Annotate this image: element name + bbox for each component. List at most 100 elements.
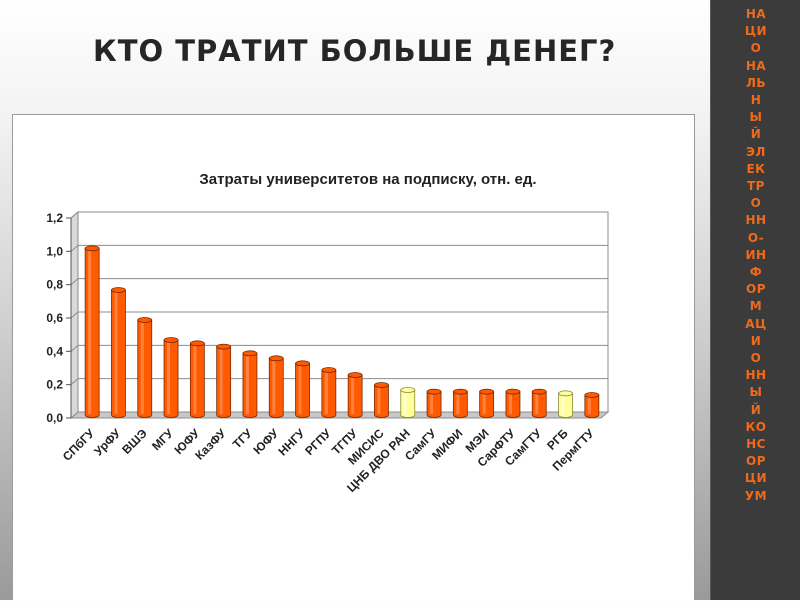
bar-body [531, 391, 547, 418]
bar-body [400, 389, 416, 418]
gridline-side [70, 311, 79, 319]
bar [584, 392, 600, 418]
gridline-side [70, 211, 79, 219]
bar-body [84, 247, 100, 418]
bar-top [505, 388, 521, 395]
side-banner-line: ОР [746, 454, 766, 469]
chart-panel: Затраты университетов на подписку, отн. … [12, 114, 695, 600]
bar [216, 343, 232, 418]
bar-shine [245, 355, 249, 414]
side-banner-line: О- [747, 230, 765, 245]
x-tick-label: УрФУ [91, 426, 124, 459]
bar-top [163, 337, 179, 343]
side-banner-line: УМ [744, 488, 768, 503]
bar-body [216, 346, 232, 418]
bar-top [426, 388, 442, 395]
bar-shine [351, 377, 355, 414]
bar-shine [272, 360, 276, 414]
bar [321, 367, 337, 418]
side-banner-line: ЦИ [744, 24, 768, 39]
side-banner-line: ЭЛ [746, 144, 766, 159]
slide-title: КТО ТРАТИТ БОЛЬШЕ ДЕНЕГ? [93, 34, 617, 68]
bar-shine [140, 322, 144, 414]
bar-shine [167, 342, 171, 414]
bar [189, 340, 205, 418]
bar-body [321, 369, 337, 418]
bar-body [111, 289, 126, 418]
bar [452, 388, 468, 418]
bar-shine [88, 250, 92, 414]
bar-top [558, 390, 573, 397]
bar-body [189, 342, 205, 418]
bar [505, 388, 521, 418]
x-tick-label: РГПУ [302, 426, 334, 458]
side-banner-line: ЕК [746, 161, 766, 176]
bar-top [295, 360, 310, 367]
bar-body [558, 392, 573, 418]
y-tick-label: 0,6 [46, 311, 63, 325]
bar-top [347, 372, 363, 378]
bar-shine [219, 348, 223, 414]
side-banner-line: НС [746, 437, 766, 452]
side-banner-line: ЛЬ [745, 75, 767, 90]
y-tick-label: 0,4 [46, 344, 63, 358]
chart-title: Затраты университетов на подписку, отн. … [199, 171, 536, 188]
bar-shine [403, 392, 407, 414]
side-banner-line: М [749, 299, 763, 314]
gridline-side [70, 378, 79, 386]
side-banner-line: ЦИ [744, 471, 768, 486]
bar-top [531, 388, 547, 395]
side-banner-line: О [750, 196, 762, 211]
bar-body [505, 391, 521, 418]
x-tick-label: ННГУ [275, 426, 308, 459]
bar-shine [377, 387, 381, 414]
side-banner-line: НН [745, 368, 767, 383]
bar-body [426, 391, 442, 418]
x-tick-label: ЮФУ [251, 426, 282, 457]
bar-shine [193, 345, 197, 414]
bar-body [295, 362, 310, 418]
bar [295, 360, 310, 418]
bar-shine [561, 395, 565, 414]
side-banner-line: Ы [749, 110, 763, 125]
side-banner: НА ЦИ О НА ЛЬ Н Ы Й ЭЛ ЕК ТР О НН О- ИН Ф ОР М АЦ И О НН Ы Й КО Н… [710, 0, 800, 600]
bar-shine [298, 365, 302, 414]
bar-chart: Затраты университетов на подписку, отн. … [46, 171, 610, 495]
bar-top [584, 392, 600, 398]
bar [558, 390, 573, 418]
side-banner-line: Й [750, 127, 762, 142]
bar-shine [587, 397, 591, 414]
side-banner-line: Н [750, 93, 762, 108]
side-banner-line: Ф [749, 265, 763, 280]
side-banner-text: НА ЦИ О НА ЛЬ Н Ы Й ЭЛ ЕК ТР О НН О- ИН Ф ОР М АЦ И О НН Ы Й КО Н… [711, 6, 800, 505]
bar [479, 388, 495, 418]
bar-shine [535, 393, 539, 414]
side-banner-line: АЦ [745, 316, 767, 331]
side-banner-line: И [750, 333, 762, 348]
bar [400, 387, 416, 418]
bar-top [400, 387, 416, 393]
bar-shine [114, 292, 118, 414]
bar-shine [324, 372, 328, 414]
side-banner-line: Й [750, 402, 762, 417]
bar-body [347, 374, 363, 418]
bar-top [268, 355, 284, 362]
bar-shine [456, 393, 460, 414]
bar [374, 382, 389, 418]
side-banner-line: КО [745, 419, 767, 434]
gridline-side [70, 344, 79, 352]
y-tick-label: 0,0 [46, 411, 63, 425]
bar-body [268, 357, 284, 418]
bar-body [584, 394, 600, 418]
bar [531, 388, 547, 418]
side-banner-line: НН [745, 213, 767, 228]
y-tick-label: 0,2 [46, 378, 63, 392]
bar-shine [508, 393, 512, 414]
bar [426, 388, 442, 418]
bar-top [242, 350, 258, 357]
side-banner-line: ОР [746, 282, 766, 297]
side-banner-line: О [750, 351, 762, 366]
y-tick-label: 0,8 [46, 278, 63, 292]
gridline-side [70, 278, 79, 286]
